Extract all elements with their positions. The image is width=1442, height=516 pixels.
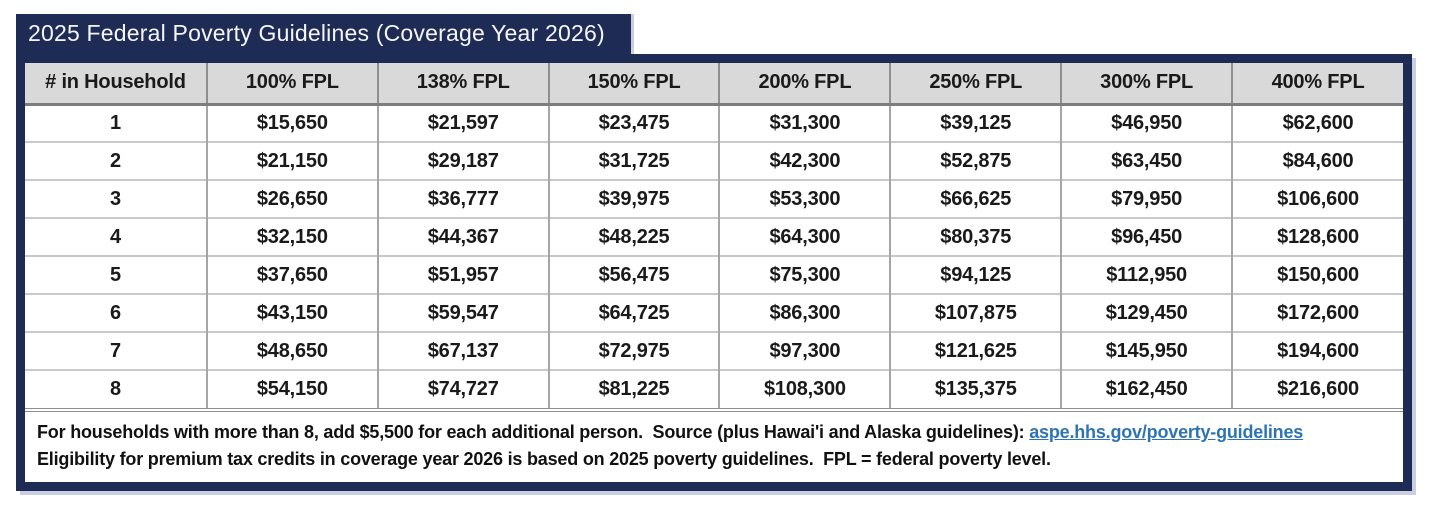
fpl-value-cell: $172,600 — [1231, 293, 1403, 332]
fpl-value-cell: $23,475 — [547, 104, 720, 142]
fpl-value-cell: $43,150 — [205, 293, 378, 332]
footnote-line-1: For households with more than 8, add $5,… — [37, 419, 1391, 446]
fpl-value-cell: $59,547 — [376, 293, 549, 332]
column-header-fpl: 150% FPL — [547, 63, 720, 106]
fpl-value-cell: $31,300 — [718, 104, 891, 142]
column-header-fpl: 138% FPL — [376, 63, 549, 106]
fpl-value-cell: $96,450 — [1060, 217, 1233, 256]
household-size-cell: 7 — [25, 331, 207, 370]
table-row: 3 $26,650 $36,777 $39,975 $53,300 $66,625 $79,… — [25, 179, 1403, 218]
fpl-value-cell: $31,725 — [547, 141, 720, 180]
fpl-value-cell: $63,450 — [1060, 141, 1233, 180]
fpl-table: # in Household 100% FPL 138% FPL 150% FPL 20… — [25, 63, 1403, 408]
fpl-table-frame: # in Household 100% FPL 138% FPL 150% FPL 20… — [16, 54, 1412, 491]
fpl-value-cell: $37,650 — [205, 255, 378, 294]
fpl-value-cell: $56,475 — [547, 255, 720, 294]
fpl-value-cell: $162,450 — [1060, 369, 1233, 408]
fpl-value-cell: $32,150 — [205, 217, 378, 256]
table-row: 4 $32,150 $44,367 $48,225 $64,300 $80,375 $96,… — [25, 217, 1403, 256]
footnote-line-1-text: For households with more than 8, add $5,… — [37, 422, 1030, 442]
fpl-value-cell: $86,300 — [718, 293, 891, 332]
column-header-fpl: 100% FPL — [205, 63, 378, 106]
fpl-value-cell: $53,300 — [718, 179, 891, 218]
fpl-value-cell: $51,957 — [376, 255, 549, 294]
fpl-value-cell: $62,600 — [1231, 104, 1403, 142]
footnote-line-2: Eligibility for premium tax credits in c… — [37, 449, 1051, 469]
table-row: 2 $21,150 $29,187 $31,725 $42,300 $52,875 $63,… — [25, 141, 1403, 180]
household-size-cell: 6 — [25, 293, 207, 332]
table-row: 1 $15,650 $21,597 $23,475 $31,300 $39,125 $46,… — [25, 104, 1403, 142]
fpl-value-cell: $79,950 — [1060, 179, 1233, 218]
household-size-cell: 5 — [25, 255, 207, 294]
fpl-value-cell: $39,975 — [547, 179, 720, 218]
fpl-value-cell: $75,300 — [718, 255, 891, 294]
fpl-value-cell: $46,950 — [1060, 104, 1233, 142]
table-row: 7 $48,650 $67,137 $72,975 $97,300 $121,625 $14… — [25, 331, 1403, 370]
fpl-value-cell: $94,125 — [889, 255, 1062, 294]
header-row: # in Household 100% FPL 138% FPL 150% FPL 20… — [25, 63, 1403, 106]
column-header-fpl: 250% FPL — [889, 63, 1062, 106]
household-size-cell: 8 — [25, 369, 207, 408]
table-row: 8 $54,150 $74,727 $81,225 $108,300 $135,375 $1… — [25, 369, 1403, 408]
fpl-value-cell: $84,600 — [1231, 141, 1403, 180]
fpl-value-cell: $42,300 — [718, 141, 891, 180]
column-header-fpl: 400% FPL — [1231, 63, 1403, 106]
fpl-value-cell: $80,375 — [889, 217, 1062, 256]
fpl-value-cell: $64,300 — [718, 217, 891, 256]
fpl-value-cell: $194,600 — [1231, 331, 1403, 370]
fpl-value-cell: $97,300 — [718, 331, 891, 370]
fpl-value-cell: $36,777 — [376, 179, 549, 218]
fpl-value-cell: $150,600 — [1231, 255, 1403, 294]
fpl-value-cell: $129,450 — [1060, 293, 1233, 332]
fpl-value-cell: $128,600 — [1231, 217, 1403, 256]
fpl-value-cell: $67,137 — [376, 331, 549, 370]
fpl-value-cell: $74,727 — [376, 369, 549, 408]
table-row: 6 $43,150 $59,547 $64,725 $86,300 $107,875 $12… — [25, 293, 1403, 332]
household-size-cell: 1 — [25, 104, 207, 142]
fpl-value-cell: $52,875 — [889, 141, 1062, 180]
fpl-value-cell: $108,300 — [718, 369, 891, 408]
household-size-cell: 2 — [25, 141, 207, 180]
column-header-fpl: 200% FPL — [718, 63, 891, 106]
fpl-value-cell: $29,187 — [376, 141, 549, 180]
fpl-value-cell: $64,725 — [547, 293, 720, 332]
fpl-value-cell: $54,150 — [205, 369, 378, 408]
column-header-fpl: 300% FPL — [1060, 63, 1233, 106]
fpl-value-cell: $48,225 — [547, 217, 720, 256]
poverty-guidelines-link[interactable]: aspe.hhs.gov/poverty-guidelines — [1029, 422, 1304, 442]
household-size-cell: 3 — [25, 179, 207, 218]
fpl-value-cell: $135,375 — [889, 369, 1062, 408]
fpl-value-cell: $15,650 — [205, 104, 378, 142]
fpl-value-cell: $121,625 — [889, 331, 1062, 370]
fpl-value-cell: $145,950 — [1060, 331, 1233, 370]
fpl-value-cell: $216,600 — [1231, 369, 1403, 408]
fpl-value-cell: $21,597 — [376, 104, 549, 142]
fpl-value-cell: $107,875 — [889, 293, 1062, 332]
table-title: 2025 Federal Poverty Guidelines (Coverag… — [16, 14, 631, 54]
household-size-cell: 4 — [25, 217, 207, 256]
fpl-value-cell: $48,650 — [205, 331, 378, 370]
fpl-value-cell: $112,950 — [1060, 255, 1233, 294]
fpl-value-cell: $39,125 — [889, 104, 1062, 142]
fpl-value-cell: $66,625 — [889, 179, 1062, 218]
fpl-value-cell: $44,367 — [376, 217, 549, 256]
fpl-value-cell: $81,225 — [547, 369, 720, 408]
footnote: For households with more than 8, add $5,… — [25, 408, 1403, 482]
fpl-value-cell: $106,600 — [1231, 179, 1403, 218]
fpl-value-cell: $21,150 — [205, 141, 378, 180]
fpl-value-cell: $26,650 — [205, 179, 378, 218]
table-row: 5 $37,650 $51,957 $56,475 $75,300 $94,125 $112… — [25, 255, 1403, 294]
column-header-household: # in Household — [25, 63, 207, 106]
fpl-value-cell: $72,975 — [547, 331, 720, 370]
